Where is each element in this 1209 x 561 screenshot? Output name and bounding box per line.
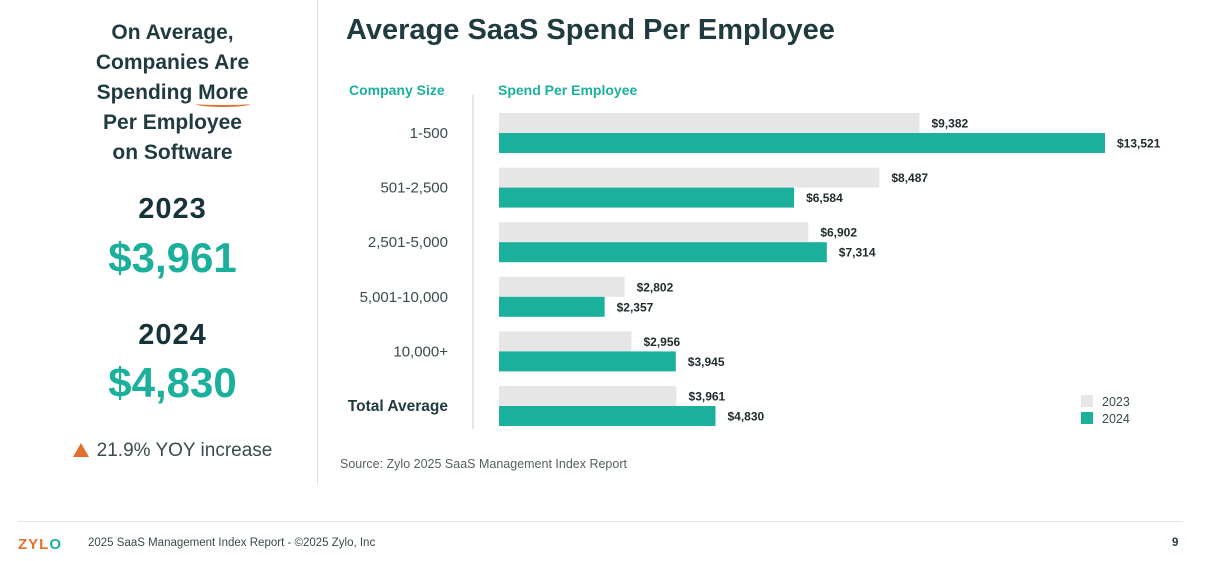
headline-emphasis: More — [196, 78, 251, 108]
bar-value-label: $7,314 — [839, 246, 876, 260]
panel-divider — [317, 0, 318, 485]
footer-copyright: 2025 SaaS Management Index Report - ©202… — [88, 537, 376, 549]
bar-value-label: $8,487 — [891, 171, 928, 185]
headline-line: Companies Are — [95, 51, 250, 74]
bar-2023 — [499, 222, 809, 243]
amount-2023: $3,961 — [108, 234, 237, 281]
legend-label: 2024 — [1102, 412, 1130, 426]
bar-value-label: $2,357 — [617, 300, 654, 314]
year-2023-label: 2023 — [138, 193, 207, 225]
headline-line: Per Employee — [103, 111, 242, 134]
bar-2024 — [499, 296, 605, 317]
category-label: 10,000+ — [393, 343, 448, 360]
amount-2024: $4,830 — [108, 359, 237, 406]
source-note: Source: Zylo 2025 SaaS Management Index … — [340, 457, 627, 471]
bar-2023 — [499, 276, 625, 297]
bar-2023 — [499, 167, 880, 188]
bar-2024 — [499, 351, 676, 372]
bar-2023 — [499, 113, 920, 133]
chart-title: Average SaaS Spend Per Employee — [346, 14, 835, 46]
bar-value-label: $2,956 — [643, 335, 680, 349]
headline-line: Spending More — [40, 78, 305, 108]
yoy-text: 21.9% YOY increase — [96, 440, 273, 461]
headline-line: On Average, — [111, 21, 234, 44]
summary-panel: On Average, Companies Are Spending More … — [0, 0, 318, 485]
bar-2023 — [499, 386, 677, 406]
category-label: 1-500 — [410, 125, 448, 142]
summary-headline: On Average, Companies Are Spending More … — [40, 18, 305, 168]
category-label: Total Average — [348, 398, 449, 415]
bar-value-label: $13,521 — [1117, 137, 1161, 151]
zylo-logo: ZYLO — [18, 536, 62, 553]
year-2024-label: 2024 — [138, 319, 207, 351]
headline-line: on Software — [112, 141, 233, 164]
bar-value-label: $3,945 — [688, 355, 725, 369]
bar-value-label: $2,802 — [637, 280, 674, 294]
bar-2024 — [499, 242, 827, 263]
bar-value-label: $6,584 — [806, 191, 843, 205]
bar-chart: 1-500 $9,382 $13,521 501-2,500 $8,487 $6,584 2… — [348, 95, 1161, 429]
value-column-header: Spend Per Employee — [498, 82, 638, 98]
legend-swatch — [1081, 395, 1093, 407]
category-column-header: Company Size — [349, 82, 445, 98]
yoy-increase: 21.9% YOY increase — [40, 440, 305, 462]
bar-value-label: $9,382 — [931, 117, 968, 131]
category-label: 501-2,500 — [380, 180, 448, 197]
category-label: 5,001-10,000 — [360, 289, 448, 306]
bar-2024 — [499, 406, 716, 426]
bar-value-label: $4,830 — [727, 410, 764, 424]
page-number: 9 — [1172, 537, 1179, 549]
logo-text: ZYL — [18, 536, 50, 553]
bar-2024 — [499, 187, 795, 208]
category-label: 2,501-5,000 — [368, 234, 448, 251]
bar-value-label: $3,961 — [689, 390, 726, 404]
bar-2023 — [499, 331, 632, 352]
legend-swatch — [1081, 412, 1093, 424]
bar-2024 — [499, 133, 1105, 153]
legend-label: 2023 — [1102, 395, 1130, 409]
up-triangle-icon — [72, 443, 89, 457]
logo-text-end: O — [49, 536, 63, 553]
headline-prefix: Spending — [96, 81, 193, 104]
bar-value-label: $6,902 — [820, 226, 857, 240]
footer-divider — [18, 521, 1183, 522]
